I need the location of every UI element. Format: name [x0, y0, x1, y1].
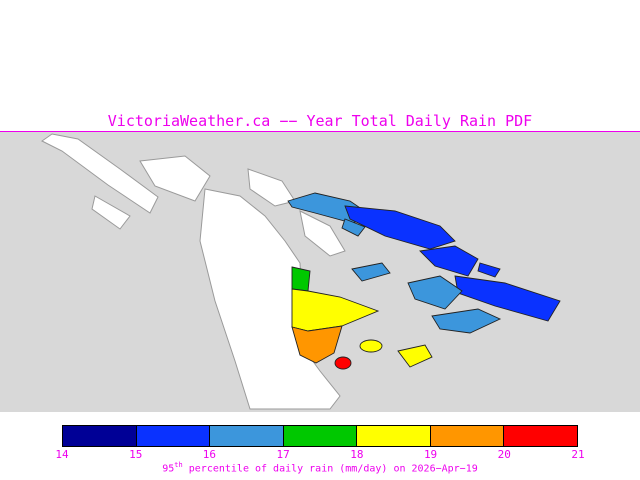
rain-region-red-spot	[334, 356, 352, 370]
rain-region-blue-north	[344, 205, 456, 250]
caption-rest: percentile of daily rain (mm/day) on 202…	[182, 463, 478, 475]
colorbar-segment	[136, 426, 211, 446]
rain-region-cyan-small	[351, 262, 391, 282]
colorbar-tick: 17	[276, 448, 290, 461]
colorbar-tick: 20	[497, 448, 511, 461]
colorbar	[62, 425, 578, 447]
colorbar-caption: 95th percentile of daily rain (mm/day) o…	[0, 461, 640, 474]
rain-region-cyan-mid	[407, 275, 463, 310]
colorbar-segment	[504, 426, 578, 446]
colorbar-ticks: 14 15 16 17 18 19 20 21	[55, 448, 584, 461]
map	[0, 131, 640, 412]
caption-superscript: th	[174, 461, 183, 469]
rain-region-blue-mid	[419, 245, 479, 277]
rain-region-orange-peninsula	[291, 325, 343, 364]
land-shape-inlet-1	[41, 133, 159, 214]
land-shape-inlet-2	[139, 155, 211, 202]
rain-region-cyan-tip	[341, 218, 366, 237]
colorbar-segment	[430, 426, 505, 446]
rain-region-green-peninsula	[291, 266, 311, 292]
land-shape-inlet-3	[91, 195, 131, 230]
colorbar-tick: 16	[202, 448, 217, 461]
colorbar-tick: 14	[55, 448, 69, 461]
colorbar-segment	[283, 426, 358, 446]
rain-region-yellow-east	[397, 344, 433, 368]
colorbar-tick: 18	[350, 448, 364, 461]
colorbar-segment	[63, 426, 137, 446]
caption-prefix: 95	[162, 463, 175, 475]
colorbar-segment	[210, 426, 284, 446]
land-shape-channel-2	[247, 168, 296, 207]
colorbar-tick: 15	[129, 448, 143, 461]
rain-region-yellow-islet	[359, 339, 383, 353]
colorbar-tick: 19	[423, 448, 438, 461]
land-shape-channel-1	[299, 210, 346, 257]
page-title: VictoriaWeather.ca −− Year Total Daily R…	[107, 112, 533, 130]
map-svg	[0, 132, 640, 412]
colorbar-tick: 21	[571, 448, 585, 461]
rain-region-cyan-south	[431, 308, 502, 334]
colorbar-segment	[357, 426, 431, 446]
rain-region-blue-small	[477, 262, 501, 278]
